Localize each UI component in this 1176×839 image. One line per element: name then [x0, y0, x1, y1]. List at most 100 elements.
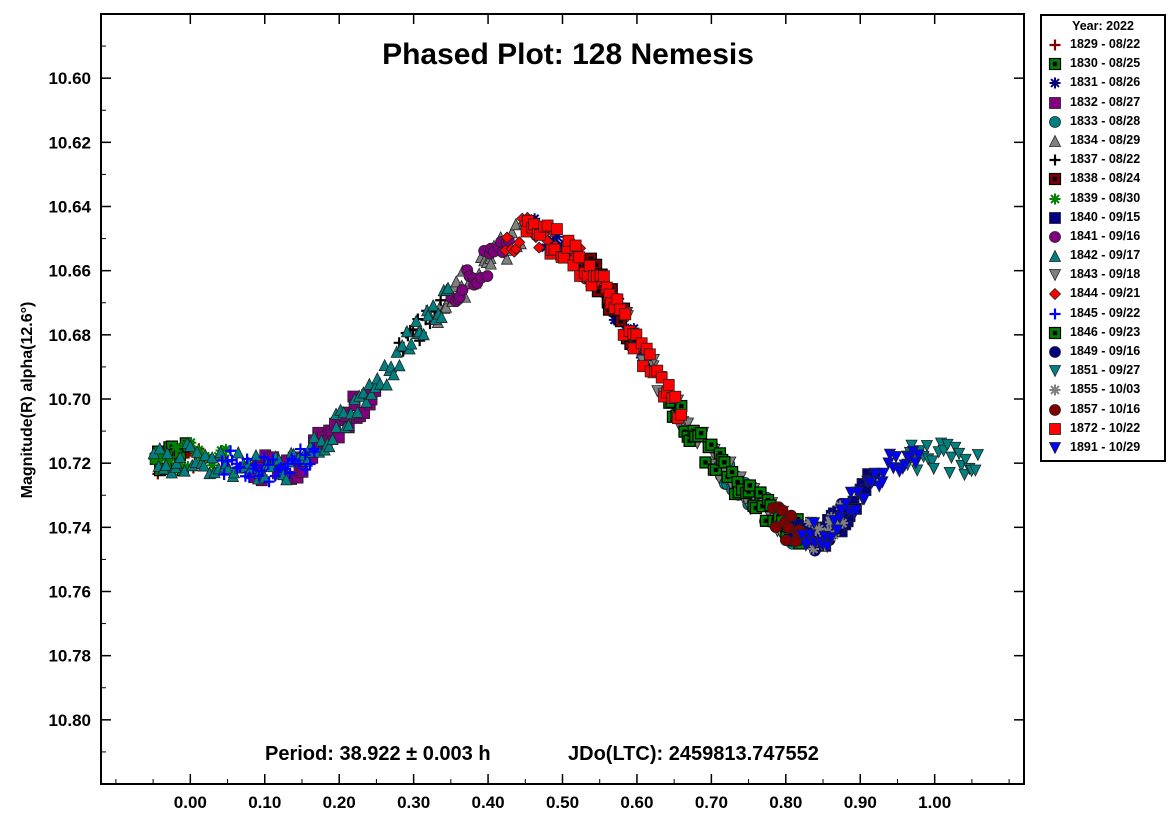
y-tick-label: 10.80 [48, 711, 91, 730]
data-point [912, 449, 925, 462]
legend-label: 1851 - 09/27 [1070, 363, 1141, 378]
data-point [218, 469, 230, 481]
legend-label: 1857 - 10/16 [1070, 401, 1141, 416]
data-point [326, 432, 339, 445]
data-point [387, 367, 400, 381]
legend-marker-icon [1048, 58, 1062, 71]
data-point [548, 243, 561, 256]
epoch-annotation: JDo(LTC): 2459813.747552 [568, 743, 819, 765]
legend-item: 1832 - 08/27 [1042, 93, 1164, 112]
data-point [807, 543, 819, 555]
data-point [695, 427, 708, 440]
y-axis-ticks: 10.60 10.62 10.64 10.66 10.68 10.70 10.72 10.74… [48, 45, 1024, 753]
data-point [813, 523, 825, 535]
y-tick-label: 10.60 [48, 69, 91, 88]
data-point [323, 439, 336, 453]
data-point [267, 454, 279, 466]
legend-label: 1842 - 09/17 [1070, 248, 1141, 263]
legend-marker-icon [1049, 115, 1061, 128]
data-point [152, 453, 164, 465]
x-tick-label: 0.30 [397, 793, 430, 812]
data-point [243, 471, 255, 483]
legend-marker-icon [1048, 365, 1062, 378]
data-point [583, 259, 596, 272]
data-point [337, 405, 350, 419]
x-tick-label: 0.90 [844, 793, 877, 812]
data-point [190, 445, 204, 458]
legend-marker-icon [1048, 173, 1062, 186]
data-point [232, 446, 245, 459]
legend-item: 1839 - 08/30 [1042, 189, 1164, 208]
data-point [851, 486, 864, 499]
data-points [147, 211, 985, 557]
x-tick-label: 0.40 [472, 793, 505, 812]
data-point [241, 453, 253, 465]
data-point [400, 324, 414, 338]
legend-marker-icon [1049, 230, 1061, 243]
legend-label: 1837 - 08/22 [1070, 152, 1141, 167]
data-point [380, 378, 393, 391]
data-point [396, 339, 409, 352]
x-tick-label: 0.20 [323, 793, 356, 812]
data-point [450, 275, 463, 288]
data-point [225, 445, 237, 457]
data-point [643, 348, 656, 361]
legend-item: 1855 - 10/03 [1042, 380, 1164, 399]
data-point [831, 518, 843, 530]
series-1891-10-29 [795, 445, 925, 554]
data-point [533, 241, 546, 254]
legend-label: 1831 - 08/26 [1070, 75, 1141, 90]
y-axis-label: Magnitude(R) alpha(12.6°) [19, 302, 36, 499]
data-point [804, 529, 817, 542]
data-point [889, 451, 903, 464]
data-point [821, 541, 834, 554]
data-point [206, 459, 218, 471]
legend-label: 1839 - 08/30 [1070, 190, 1141, 205]
data-point [393, 358, 406, 372]
y-tick-label: 10.72 [48, 454, 91, 473]
data-point [573, 251, 586, 264]
data-point [754, 486, 767, 499]
data-point [435, 294, 447, 306]
chart-title: Phased Plot: 128 Nemesis [382, 38, 754, 71]
data-point [299, 449, 311, 461]
data-point [357, 386, 370, 399]
legend-label: 1872 - 10/22 [1070, 420, 1141, 435]
legend-label: 1849 - 09/16 [1070, 344, 1141, 358]
data-point [214, 445, 227, 459]
legend-item: 1851 - 09/27 [1042, 361, 1164, 380]
legend-item: 1841 - 09/16 [1042, 227, 1164, 246]
data-point [926, 455, 939, 468]
series-1872-10-22 [520, 214, 688, 425]
data-point [330, 420, 343, 433]
data-point [435, 310, 448, 323]
legend-label: 1830 - 08/25 [1070, 56, 1141, 71]
data-point [199, 448, 212, 461]
x-tick-label: 0.70 [695, 793, 728, 812]
data-point [284, 467, 296, 479]
data-point [669, 390, 682, 403]
x-tick-label: 0.50 [546, 793, 579, 812]
data-point [718, 456, 731, 469]
legend-marker-icon [1049, 77, 1061, 89]
legend-item: 1857 - 10/16 [1042, 400, 1164, 419]
data-point [898, 459, 911, 472]
data-point [164, 454, 176, 466]
data-point [699, 456, 712, 469]
data-point [484, 257, 497, 270]
data-point [220, 443, 232, 455]
legend-item: 1833 - 08/28 [1042, 112, 1164, 131]
data-point [184, 439, 197, 452]
data-point [294, 458, 306, 470]
data-point [421, 308, 435, 322]
data-point [857, 493, 871, 506]
data-point [795, 529, 809, 542]
legend-label: 1838 - 08/24 [1070, 171, 1141, 186]
legend-item: 1845 - 09/22 [1042, 304, 1164, 323]
data-point [807, 517, 821, 530]
data-point [307, 430, 321, 443]
data-point [351, 405, 364, 418]
legend-marker-icon [1048, 269, 1062, 282]
y-tick-label: 10.70 [48, 390, 91, 409]
data-point [949, 441, 962, 455]
